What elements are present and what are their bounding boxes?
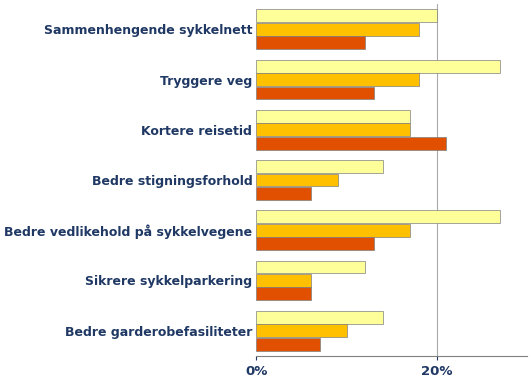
Bar xyxy=(256,210,500,223)
Bar xyxy=(256,60,500,73)
Bar xyxy=(256,274,311,287)
Bar xyxy=(256,187,311,200)
Bar xyxy=(256,137,446,150)
Bar xyxy=(256,160,383,173)
Bar xyxy=(256,87,374,99)
Bar xyxy=(256,36,365,49)
Bar xyxy=(256,224,410,236)
Bar xyxy=(256,110,410,123)
Bar xyxy=(256,173,338,186)
Bar xyxy=(256,288,311,300)
Bar xyxy=(256,23,418,36)
Bar xyxy=(256,311,383,324)
Bar xyxy=(256,123,410,136)
Bar xyxy=(256,324,347,337)
Bar xyxy=(256,10,436,22)
Bar xyxy=(256,73,418,86)
Bar xyxy=(256,261,365,274)
Bar xyxy=(256,237,374,250)
Bar xyxy=(256,338,320,351)
